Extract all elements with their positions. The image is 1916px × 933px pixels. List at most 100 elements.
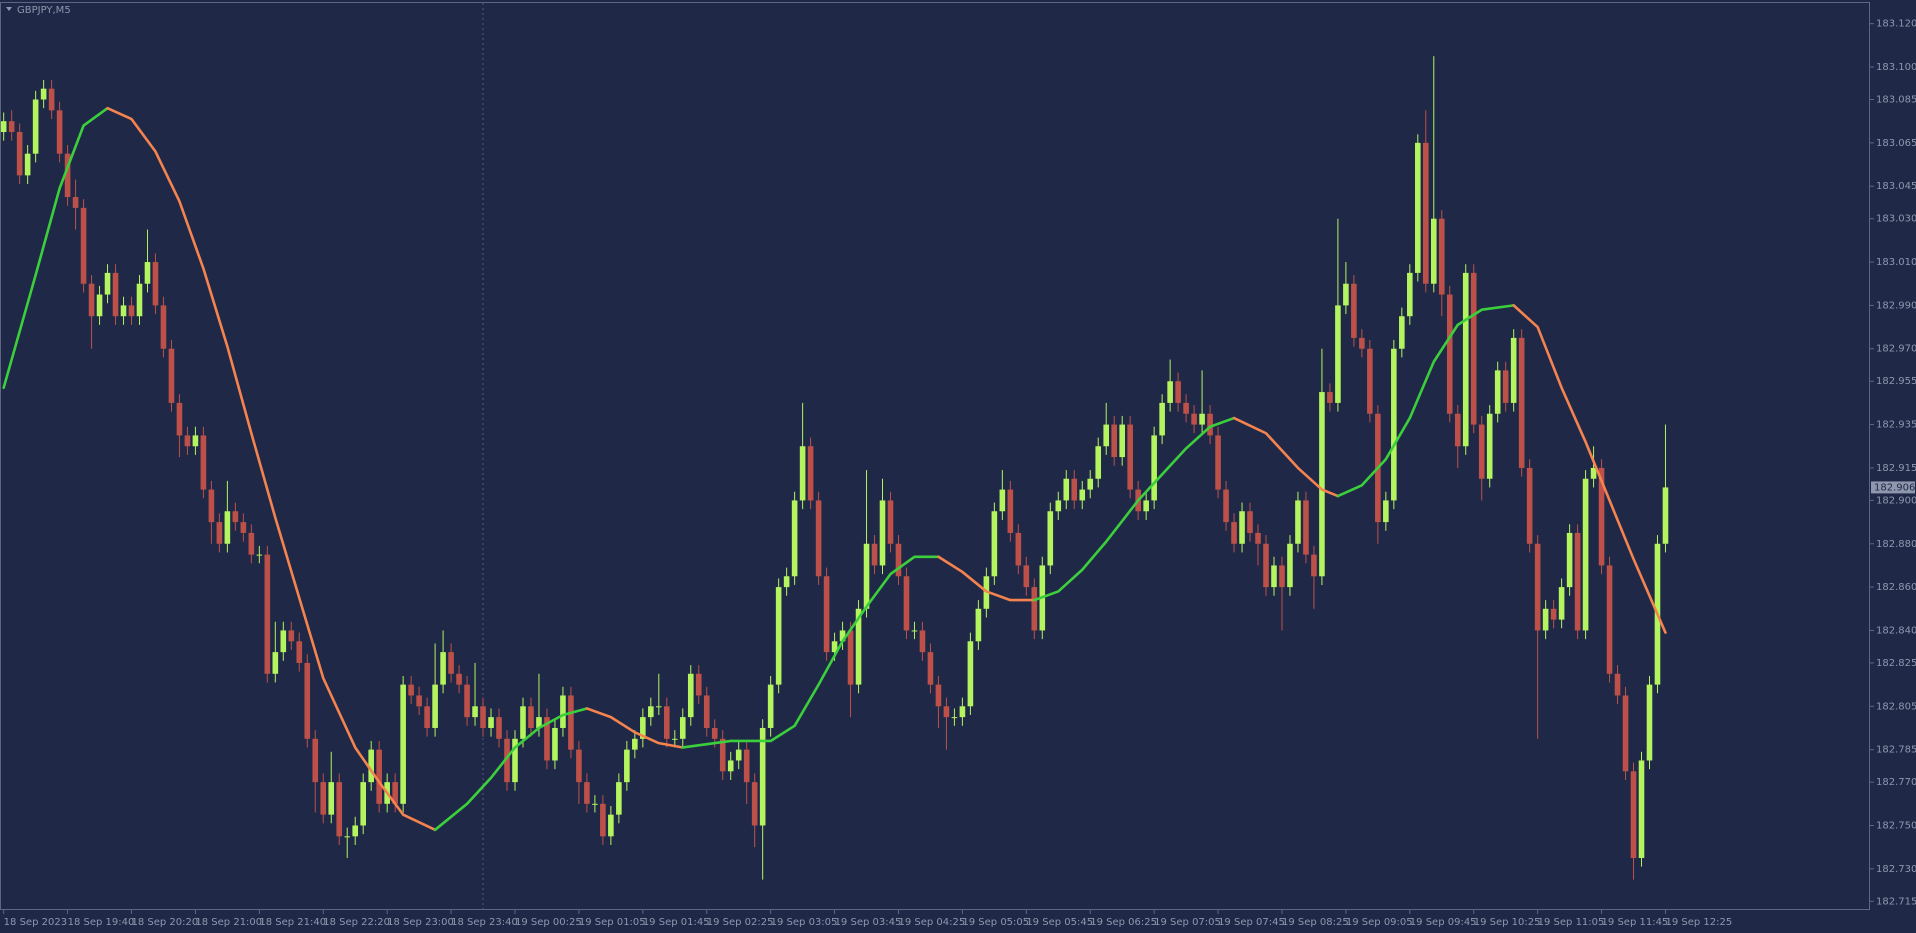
candle-body — [711, 727, 718, 739]
candle-body — [1343, 283, 1349, 306]
candle-body — [328, 782, 335, 815]
candle-body — [480, 706, 486, 728]
x-tick-label: 19 Sep 06:25 — [1090, 917, 1157, 928]
candle-body — [1526, 467, 1533, 544]
y-tick-label: 182.785 — [1876, 745, 1916, 756]
y-tick-label: 182.955 — [1876, 376, 1916, 387]
x-tick-label: 19 Sep 11:45 — [1602, 917, 1669, 928]
candle-body — [1630, 771, 1637, 858]
moving-average-line — [681, 555, 940, 749]
x-tick-label: 19 Sep 10:25 — [1474, 917, 1541, 928]
candle-body — [440, 652, 446, 685]
candle-body — [240, 522, 247, 533]
price-tag — [1871, 481, 1915, 494]
y-tick-label: 183.065 — [1876, 138, 1916, 149]
candle-body — [624, 749, 630, 783]
candle-body — [663, 706, 670, 739]
symbol-menu-icon[interactable] — [6, 7, 12, 11]
candle-body — [1462, 272, 1469, 447]
candle-body — [128, 305, 135, 317]
candle-body — [1047, 511, 1054, 566]
x-tick-label: 19 Sep 03:05 — [771, 917, 838, 928]
y-tick-label: 183.045 — [1876, 181, 1916, 192]
candle-body — [1558, 587, 1565, 620]
y-tick-label: 182.970 — [1876, 344, 1916, 355]
moving-average-line — [1232, 416, 1340, 498]
candle-body — [1470, 272, 1477, 425]
candle-body — [999, 489, 1006, 512]
candle-body — [1478, 424, 1485, 479]
candle-body — [1087, 478, 1094, 490]
candle-body — [1311, 554, 1317, 577]
candle-body — [1438, 218, 1445, 295]
candle-body — [759, 727, 766, 826]
candle-body — [392, 782, 398, 804]
candle-body — [1159, 402, 1165, 436]
x-tick-label: 19 Sep 09:05 — [1346, 917, 1413, 928]
candle-body — [775, 587, 782, 685]
candle-body — [536, 717, 542, 728]
candle-body — [1662, 487, 1669, 544]
x-tick-label: 19 Sep 11:05 — [1538, 917, 1605, 928]
candle-body — [400, 684, 406, 804]
chart-title: GBPJPY,M5 — [17, 5, 71, 16]
candle-body — [80, 207, 87, 284]
candle-body — [1031, 587, 1038, 631]
candle-body — [911, 630, 918, 632]
candle-body — [64, 153, 71, 198]
candle-body — [1606, 565, 1613, 674]
candle-body — [1638, 760, 1645, 858]
candle-body — [320, 782, 327, 815]
candle-body — [1407, 272, 1413, 317]
candle-body — [360, 782, 366, 826]
y-tick-label: 182.840 — [1876, 625, 1916, 636]
candle-body — [1351, 283, 1357, 338]
candle-body — [1151, 435, 1157, 501]
y-tick-label: 182.880 — [1876, 539, 1916, 550]
candle-body — [1079, 489, 1086, 501]
candle-body — [1534, 543, 1541, 631]
candle-body — [1399, 316, 1405, 349]
moving-average-line — [1336, 304, 1515, 498]
candle-body — [1542, 608, 1549, 631]
candle-body — [1646, 684, 1653, 761]
candle-body — [512, 738, 518, 783]
candle-body — [1614, 673, 1621, 696]
candle-body — [1095, 446, 1102, 479]
candle-body — [648, 706, 654, 718]
moving-average-line — [585, 707, 685, 749]
candle-body — [600, 803, 606, 837]
candle-body — [823, 576, 830, 653]
candle-body — [751, 782, 758, 826]
candle-body — [416, 695, 422, 707]
y-tick-label: 183.120 — [1876, 19, 1916, 30]
x-tick-label: 19 Sep 02:25 — [707, 917, 774, 928]
candle-body — [640, 717, 646, 739]
candle-body — [1007, 489, 1014, 533]
candle-body — [136, 283, 143, 317]
candle-body — [432, 684, 438, 728]
candle-body — [592, 803, 598, 805]
candle-body — [376, 749, 382, 804]
y-tick-label: 182.915 — [1876, 463, 1916, 474]
candle-body — [719, 738, 726, 772]
x-tick-label: 19 Sep 12:25 — [1665, 917, 1732, 928]
y-tick-label: 182.860 — [1876, 582, 1916, 593]
candle-body — [975, 608, 982, 642]
candle-body — [1598, 467, 1605, 566]
candle-body — [1319, 392, 1325, 577]
candle-body — [168, 348, 175, 403]
candle-body — [40, 88, 47, 100]
y-tick-label: 182.805 — [1876, 701, 1916, 712]
candle-body — [1023, 565, 1030, 588]
candle-body — [528, 706, 534, 728]
y-tick-label: 182.750 — [1876, 820, 1916, 831]
candle-body — [1383, 500, 1389, 523]
x-tick-label: 19 Sep 03:45 — [835, 917, 902, 928]
candle-body — [815, 500, 822, 577]
candle-body — [520, 706, 526, 739]
candle-body — [1231, 522, 1237, 544]
candle-body — [504, 738, 510, 783]
candle-body — [943, 706, 950, 718]
candle-body — [1175, 381, 1181, 403]
